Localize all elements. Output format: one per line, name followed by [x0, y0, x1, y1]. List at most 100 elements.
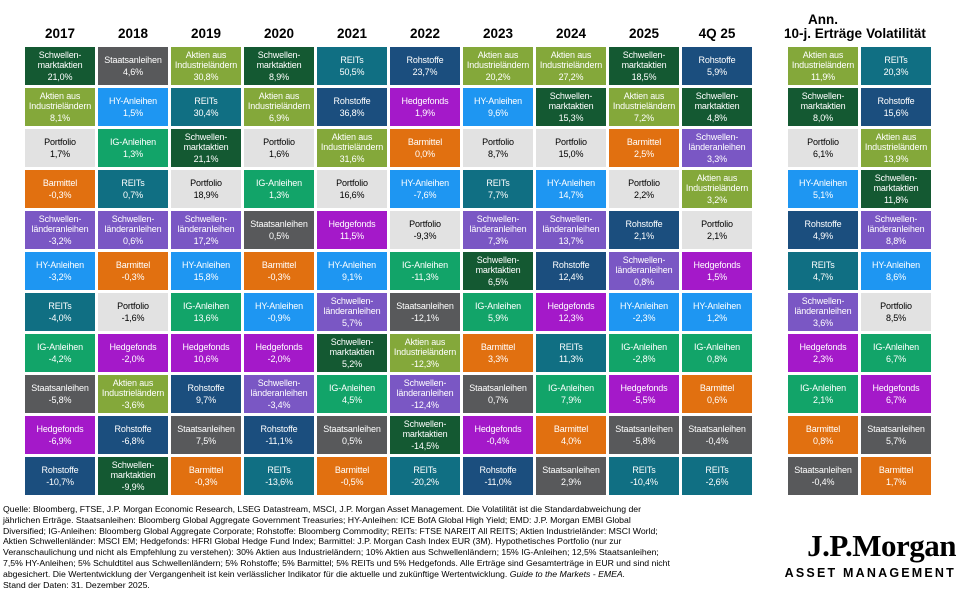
returns-quilt: 2017 Schwellen- marktaktien 21,0% Aktien au…: [25, 12, 934, 498]
asset-label: Hedgefonds: [36, 424, 84, 435]
quilt-cell-emd: Schwellen- länderanleihen 8,8%: [861, 211, 931, 249]
asset-return-value: -4,2%: [48, 353, 72, 364]
asset-label: Hedgefonds: [799, 342, 847, 353]
asset-return-value: 2,2%: [634, 189, 654, 200]
footnote-line: Diversified; IG-Anleihen: Bloomberg Glob…: [3, 525, 658, 536]
quilt-cell-cash: Barmittel -0,5%: [317, 457, 387, 495]
asset-label: Hedgefonds: [328, 219, 376, 230]
asset-return-value: 1,2%: [707, 312, 727, 323]
quilt-cell-ig: IG-Anleihen 1,3%: [98, 129, 168, 167]
quilt-cell-pf: Portfolio 8,5%: [861, 293, 931, 331]
asset-label: Portfolio: [555, 137, 587, 148]
quilt-cell-emd: Schwellen- länderanleihen -3,2%: [25, 211, 95, 249]
quilt-cell-emd: Schwellen- länderanleihen 17,2%: [171, 211, 241, 249]
asset-label: IG-Anleihen: [329, 383, 375, 394]
asset-label: HY-Anleihen: [692, 301, 742, 312]
asset-return-value: 31,6%: [339, 153, 365, 164]
quilt-cell-govt: Staatsanleihen 5,7%: [861, 416, 931, 454]
footnote-line: abgesichert. Die Wertentwicklung der Ver…: [3, 568, 626, 579]
asset-label: Staatsanleihen: [31, 383, 89, 394]
quilt-cell-pf: Portfolio 16,6%: [317, 170, 387, 208]
quilt-cell-hf: Hedgefonds 10,6%: [171, 334, 241, 372]
asset-label: HY-Anleihen: [400, 178, 450, 189]
asset-return-value: 0,5%: [342, 435, 362, 446]
asset-return-value: 1,3%: [269, 189, 289, 200]
asset-return-value: 1,5%: [707, 271, 727, 282]
asset-return-value: -0,3%: [194, 476, 218, 487]
asset-label: Schwellen- länderanleihen: [794, 295, 852, 317]
quilt-cell-govt: Staatsanleihen 4,6%: [98, 47, 168, 85]
quilt-cell-hy: HY-Anleihen -0,9%: [244, 293, 314, 331]
quilt-cell-hf: Hedgefonds 1,9%: [390, 88, 460, 126]
quilt-cell-emd: Schwellen- länderanleihen -12,4%: [390, 375, 460, 413]
asset-return-value: 12,4%: [558, 271, 584, 282]
quilt-cell-cmd: Rohstoffe -11,0%: [463, 457, 533, 495]
quilt-cell-govt: Staatsanleihen 0,5%: [244, 211, 314, 249]
asset-return-value: -11,3%: [411, 271, 439, 282]
quilt-cell-govt: Staatsanleihen 7,5%: [171, 416, 241, 454]
quilt-cell-emd: Schwellen- länderanleihen 0,8%: [609, 252, 679, 290]
asset-label: Aktien aus Industrieländern: [612, 90, 676, 112]
asset-return-value: 14,7%: [558, 189, 584, 200]
asset-return-value: 0,8%: [813, 435, 833, 446]
quilt-cell-hy: HY-Anleihen 14,7%: [536, 170, 606, 208]
quilt-cell-reit: REITs 4,7%: [788, 252, 858, 290]
quilt-cell-cmd: Rohstoffe -10,7%: [25, 457, 95, 495]
asset-label: Schwellen- länderanleihen: [323, 295, 381, 317]
quilt-cell-hy: HY-Anleihen 1,5%: [98, 88, 168, 126]
asset-return-value: -9,3%: [413, 230, 437, 241]
asset-label: Schwellen- länderanleihen: [615, 254, 673, 276]
quilt-cell-em_eq: Schwellen- marktaktien 18,5%: [609, 47, 679, 85]
asset-label: Rohstoffe: [260, 424, 298, 435]
asset-return-value: 16,6%: [339, 189, 365, 200]
asset-return-value: 15,3%: [558, 112, 584, 123]
asset-return-value: -4,0%: [48, 312, 72, 323]
asset-label: REITs: [486, 178, 510, 189]
column-header: 2020: [263, 26, 295, 42]
quilt-cell-dm_eq: Aktien aus Industrieländern 8,1%: [25, 88, 95, 126]
asset-return-value: 13,7%: [558, 235, 584, 246]
quilt-cell-em_eq: Schwellen- marktaktien 21,1%: [171, 129, 241, 167]
asset-label: Aktien aus Industrieländern: [28, 90, 92, 112]
quilt-cell-cmd: Rohstoffe 36,8%: [317, 88, 387, 126]
quilt-cell-hf: Hedgefonds -5,5%: [609, 375, 679, 413]
quilt-cell-hf: Hedgefonds -2,0%: [244, 334, 314, 372]
asset-label: Rohstoffe: [552, 260, 590, 271]
quilt-cell-ig: IG-Anleihen 1,3%: [244, 170, 314, 208]
asset-label: Schwellen- länderanleihen: [469, 213, 527, 235]
asset-label: IG-Anleihen: [37, 342, 83, 353]
quilt-cell-hy: HY-Anleihen -3,2%: [25, 252, 95, 290]
quilt-cell-hf: Hedgefonds 12,3%: [536, 293, 606, 331]
asset-return-value: 8,5%: [886, 312, 906, 323]
asset-label: HY-Anleihen: [181, 260, 231, 271]
footnote-line: Aktien Schwellenländer: MSCI EM; Hedgefo…: [3, 536, 622, 547]
asset-label: Barmittel: [407, 137, 443, 148]
asset-return-value: 0,5%: [269, 230, 289, 241]
quilt-cell-ig: IG-Anleihen 4,5%: [317, 375, 387, 413]
asset-label: Hedgefonds: [401, 96, 449, 107]
quilt-cell-cash: Barmittel 0,8%: [788, 416, 858, 454]
asset-label: Schwellen- länderanleihen: [542, 213, 600, 235]
quilt-cell-ig: IG-Anleihen -11,3%: [390, 252, 460, 290]
asset-label: Rohstoffe: [625, 219, 663, 230]
quilt-cell-pf: Portfolio -1,6%: [98, 293, 168, 331]
asset-return-value: -2,3%: [632, 312, 656, 323]
quilt-cell-reit: REITs -10,4%: [609, 457, 679, 495]
asset-return-value: -6,9%: [48, 435, 72, 446]
asset-return-value: 2,5%: [634, 148, 654, 159]
asset-return-value: 8,9%: [269, 71, 289, 82]
asset-return-value: 7,9%: [561, 394, 581, 405]
asset-return-value: -10,7%: [46, 476, 74, 487]
column-header: 2022: [409, 26, 441, 42]
asset-label: Barmittel: [188, 465, 224, 476]
quilt-cell-reit: REITs 11,3%: [536, 334, 606, 372]
asset-return-value: 6,9%: [269, 112, 289, 123]
asset-return-value: 7,2%: [634, 112, 654, 123]
asset-return-value: -3,2%: [48, 235, 72, 246]
asset-return-value: 13,9%: [883, 153, 909, 164]
asset-return-value: 2,3%: [813, 353, 833, 364]
quilt-cell-govt: Staatsanleihen -0,4%: [682, 416, 752, 454]
asset-label: Staatsanleihen: [177, 424, 235, 435]
quilt-column: 2025 Schwellen- marktaktien 18,5% Aktien au…: [609, 14, 679, 498]
asset-return-value: 13,6%: [193, 312, 219, 323]
